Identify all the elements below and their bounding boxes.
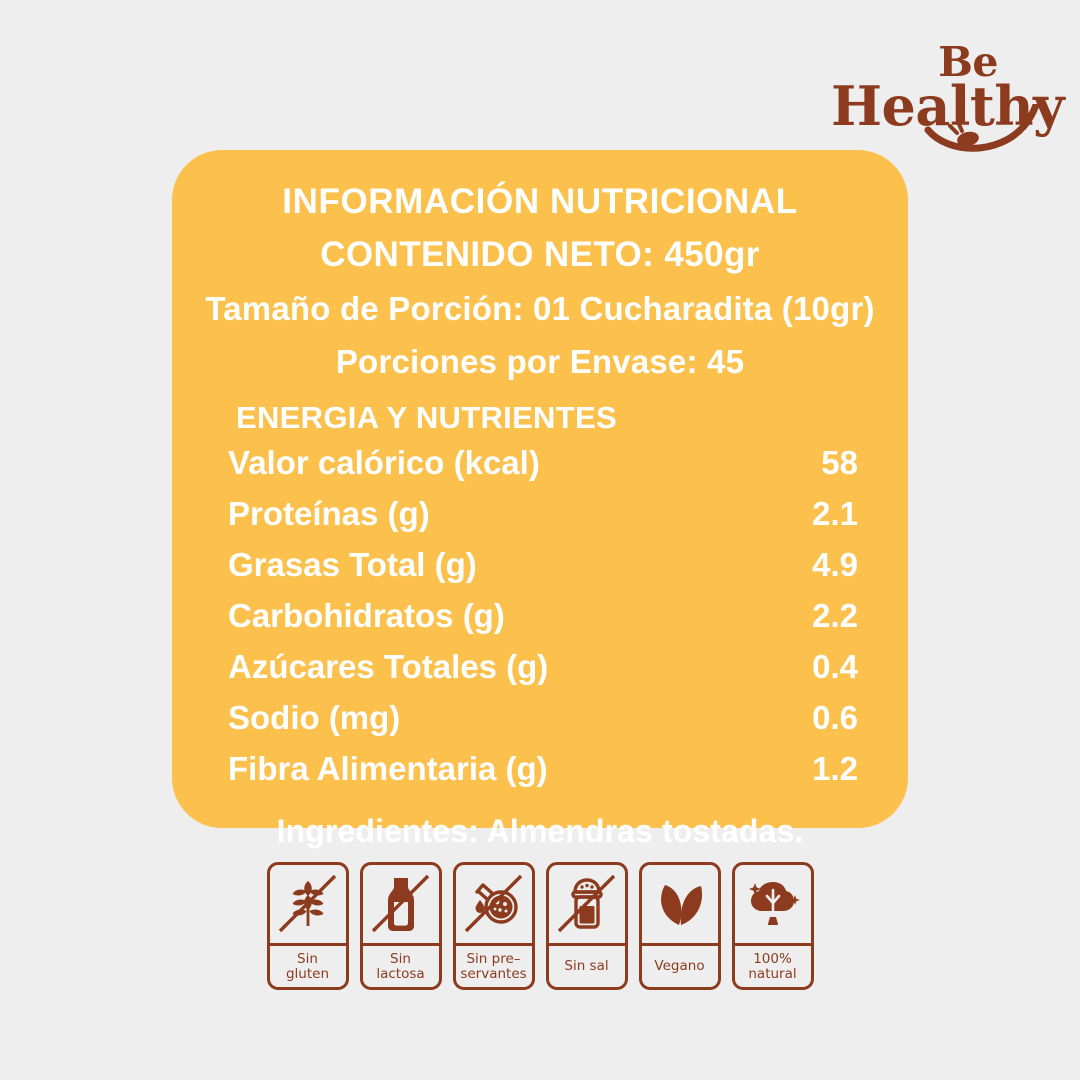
table-row: Valor calórico (kcal) 58: [228, 444, 858, 495]
leaves-icon: [641, 865, 718, 946]
badge-label: Vegano: [654, 958, 705, 975]
badge-100-natural: 100% natural: [731, 862, 814, 990]
milk-bottle-crossed-icon: [362, 865, 439, 946]
servings-per-container-line: Porciones por Envase: 45: [335, 343, 745, 380]
flask-droplet-crossed-icon: [455, 865, 532, 946]
badge-sin-preservantes: Sin pre– servantes: [452, 862, 535, 990]
nutrient-label: Carbohidratos (g): [228, 597, 505, 634]
badge-label: 100% natural: [748, 950, 797, 982]
badge-label: Sin gluten: [285, 950, 330, 982]
certification-badge-strip: Sin gluten Sin lactosa: [0, 862, 1080, 990]
nutrient-label: Sodio (mg): [228, 699, 401, 736]
badge-sin-gluten: Sin gluten: [266, 862, 349, 990]
net-content-line: CONTENIDO NETO: 450gr: [320, 235, 760, 274]
nutrition-facts-card: INFORMACIÓN NUTRICIONAL CONTENIDO NETO: …: [172, 150, 908, 849]
swoosh-flourish-icon: [924, 104, 1040, 152]
badge-sin-lactosa: Sin lactosa: [359, 862, 442, 990]
table-row: Carbohidratos (g) 2.2: [228, 597, 858, 648]
nutrient-label: Azúcares Totales (g): [228, 648, 549, 685]
brand-logo: Be Healthy: [831, 38, 1064, 152]
table-row: Fibra Alimentaria (g) 1.2: [228, 750, 858, 801]
ingredients-line: Ingredientes: Almendras tostadas.: [276, 813, 804, 849]
tree-sparkles-icon: [734, 865, 811, 946]
serving-size-line: Tamaño de Porción: 01 Cucharadita (10gr): [205, 290, 875, 327]
nutrient-label: Proteínas (g): [228, 495, 430, 532]
badge-label: Sin sal: [564, 958, 609, 975]
badge-sin-sal: Sin sal: [545, 862, 628, 990]
badge-label: Sin pre– servantes: [460, 950, 527, 982]
nutrients-section-heading: ENERGIA Y NUTRIENTES: [236, 400, 617, 435]
table-row: Sodio (mg) 0.6: [228, 699, 858, 750]
nutrient-value: 58: [821, 444, 858, 481]
nutrient-label: Grasas Total (g): [228, 546, 477, 583]
nutrient-value: 1.2: [812, 750, 858, 787]
salt-shaker-crossed-icon: [548, 865, 625, 946]
nutrient-value: 0.6: [812, 699, 858, 736]
badge-label: Sin lactosa: [376, 950, 425, 982]
nutrient-table: Valor calórico (kcal) 58 Proteínas (g) 2…: [200, 444, 880, 801]
nutrient-label: Fibra Alimentaria (g): [228, 750, 548, 787]
page-title: INFORMACIÓN NUTRICIONAL: [282, 182, 798, 221]
nutrient-label: Valor calórico (kcal): [228, 444, 540, 481]
nutrient-value: 2.2: [812, 597, 858, 634]
table-row: Proteínas (g) 2.1: [228, 495, 858, 546]
table-row: Azúcares Totales (g) 0.4: [228, 648, 858, 699]
badge-vegano: Vegano: [638, 862, 721, 990]
brand-logo-line1: Be: [938, 38, 998, 86]
nutrient-value: 0.4: [812, 648, 858, 685]
nutrient-value: 4.9: [812, 546, 858, 583]
wheat-stalk-crossed-icon: [269, 865, 346, 946]
nutrient-value: 2.1: [812, 495, 858, 532]
table-row: Grasas Total (g) 4.9: [228, 546, 858, 597]
